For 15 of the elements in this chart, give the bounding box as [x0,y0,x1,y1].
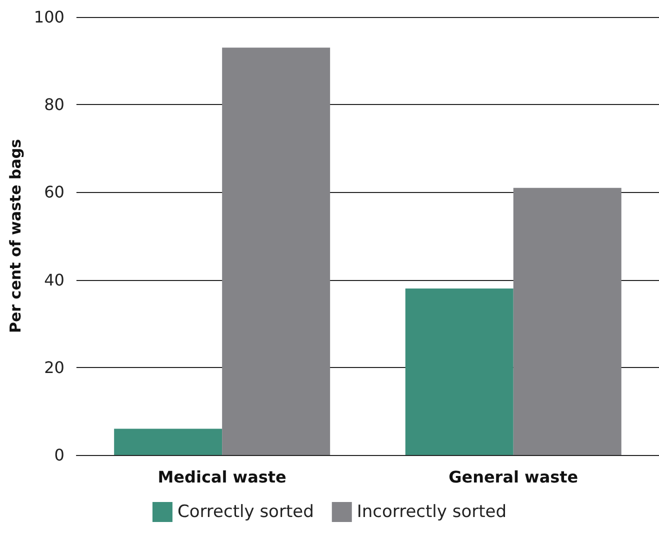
legend-label: Correctly sorted [177,502,314,522]
bar [222,48,330,455]
legend-label: Incorrectly sorted [356,502,507,522]
y-axis-title: Per cent of waste bags [6,138,24,333]
y-tick-label: 0 [54,446,64,464]
y-tick-label: 80 [44,95,64,114]
x-tick-label: Medical waste [158,468,287,486]
y-tick-label: 20 [44,358,64,377]
bar [513,188,622,455]
x-tick-label: General waste [448,468,578,486]
y-tick-label: 40 [44,270,64,290]
bar [405,288,514,455]
y-tick-label: 60 [44,182,64,202]
y-tick-label: 100 [34,8,64,26]
bar [114,428,222,455]
